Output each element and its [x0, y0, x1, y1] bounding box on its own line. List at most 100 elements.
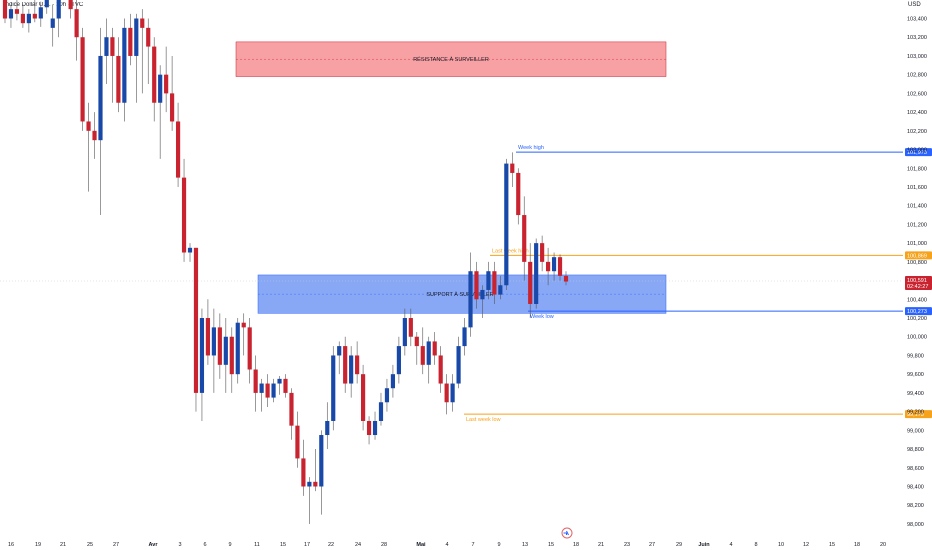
candle-body: [480, 289, 485, 300]
candle-body: [456, 346, 461, 384]
candle-body: [193, 247, 199, 393]
support-zone-label: SUPPORT À SURVEILLER: [426, 291, 493, 298]
candle-body: [92, 130, 97, 141]
time-tick-label: 19: [35, 542, 41, 548]
candle-body: [498, 285, 503, 295]
price-tick-label: 99,600: [907, 372, 924, 378]
time-tick-label: 15: [280, 542, 286, 548]
price-tick-label: 100,000: [907, 335, 927, 341]
price-tick-label: 102,400: [907, 110, 927, 116]
candle-body: [474, 271, 479, 300]
candle-body: [158, 74, 163, 103]
candle-body: [104, 37, 109, 56]
candle-body: [8, 9, 14, 19]
candle-body: [331, 355, 336, 421]
candle-body: [170, 93, 175, 122]
time-tick-label: 25: [87, 542, 93, 548]
week-high-label: Week high: [518, 145, 544, 151]
candle-body: [337, 346, 342, 356]
last-week-high-label: Last week high: [492, 248, 529, 254]
candle-body: [271, 383, 276, 398]
time-tick-label: 27: [649, 542, 655, 548]
candle-body: [468, 271, 473, 328]
candle-body: [56, 0, 61, 19]
price-tick-label: 98,000: [907, 522, 924, 528]
time-tick-label: 6: [203, 542, 206, 548]
price-tick-label: 98,400: [907, 485, 924, 491]
candle-body: [187, 247, 193, 253]
support-zone[interactable]: SUPPORT À SURVEILLER: [257, 274, 667, 314]
last-week-high-level[interactable]: Last week high 100,869: [490, 248, 932, 260]
candle-body: [80, 37, 85, 122]
price-tick-label: 102,200: [907, 129, 927, 135]
price-tick-label: 103,400: [907, 17, 927, 23]
price-tick-label: 98,800: [907, 447, 924, 453]
candle-body: [432, 341, 437, 356]
time-tick-label: 24: [355, 542, 361, 548]
currency-label: USD: [908, 2, 921, 8]
candle-body: [217, 327, 222, 365]
week-low-level[interactable]: Week low 100,273: [528, 307, 932, 320]
last-week-low-price-tag: 99,173: [907, 412, 924, 418]
price-tick-label: 100,400: [907, 297, 927, 303]
time-tick-label: 20: [880, 542, 886, 548]
candle-body: [301, 458, 306, 487]
candle-body: [307, 481, 312, 487]
time-axis[interactable]: 16 19 21 25 27 Avr 3 6 9 11 15 17 22 24 28 Mai 4 7 9 13 15 18…: [8, 542, 886, 548]
candle-body: [420, 346, 425, 365]
candle-body: [426, 341, 431, 365]
candle-body: [32, 13, 37, 19]
price-tick-label: 103,200: [907, 35, 927, 41]
candle-body: [462, 327, 467, 347]
week-high-price-tag: 101,973: [907, 150, 927, 156]
current-price-value: 100,591: [907, 278, 927, 284]
candle-body: [540, 243, 545, 262]
candle-body: [319, 435, 324, 487]
candle-body: [563, 275, 569, 282]
candle-body: [372, 420, 378, 436]
candle-body: [402, 318, 407, 347]
time-tick-label: 18: [854, 542, 860, 548]
candle-body: [355, 355, 360, 375]
candle-body: [396, 346, 401, 375]
candle-body: [223, 336, 228, 365]
candle-body: [343, 346, 348, 384]
symbol-title[interactable]: Indice Dollar U.S. · 10h · TVC: [4, 2, 84, 8]
candle-body: [247, 327, 252, 370]
time-tick-label: 10: [778, 542, 784, 548]
week-high-level[interactable]: Week high 101,973: [516, 145, 932, 157]
time-tick-label: 21: [598, 542, 604, 548]
candle-body: [44, 0, 49, 8]
candle-body: [510, 163, 515, 173]
time-tick-label: Juin: [698, 542, 710, 548]
candle-body: [175, 121, 181, 178]
candle-body: [408, 318, 413, 337]
price-axis[interactable]: 103,400 103,200 103,000 102,800 102,600 102,4…: [907, 17, 927, 528]
candle-body: [211, 327, 216, 356]
time-tick-label: Mai: [416, 542, 426, 548]
candle-body: [122, 27, 127, 103]
candle-body: [259, 383, 264, 393]
week-low-price-tag: 100,273: [907, 309, 927, 315]
last-week-low-level[interactable]: Last week low 99,173: [464, 410, 932, 423]
time-tick-label: 9: [497, 542, 500, 548]
candle-body: [241, 322, 246, 328]
time-tick-label: 11: [254, 542, 260, 548]
resistance-zone[interactable]: RÉSISTANCE À SURVEILLER: [235, 41, 667, 77]
candle-body: [253, 369, 258, 393]
time-tick-label: 3: [178, 542, 181, 548]
candle-body: [414, 336, 419, 347]
candle-body: [146, 27, 151, 47]
price-tick-label: 99,800: [907, 353, 924, 359]
candle-body: [277, 378, 282, 384]
candle-body: [325, 420, 330, 436]
price-tick-label: 101,600: [907, 185, 927, 191]
price-tick-label: 102,600: [907, 91, 927, 97]
candle-body: [140, 18, 145, 28]
candle-body: [181, 177, 187, 253]
candle-body: [534, 243, 539, 304]
tradingview-logo-icon[interactable]: [561, 527, 573, 539]
last-week-low-label: Last week low: [466, 417, 501, 423]
candle-body: [295, 425, 300, 459]
